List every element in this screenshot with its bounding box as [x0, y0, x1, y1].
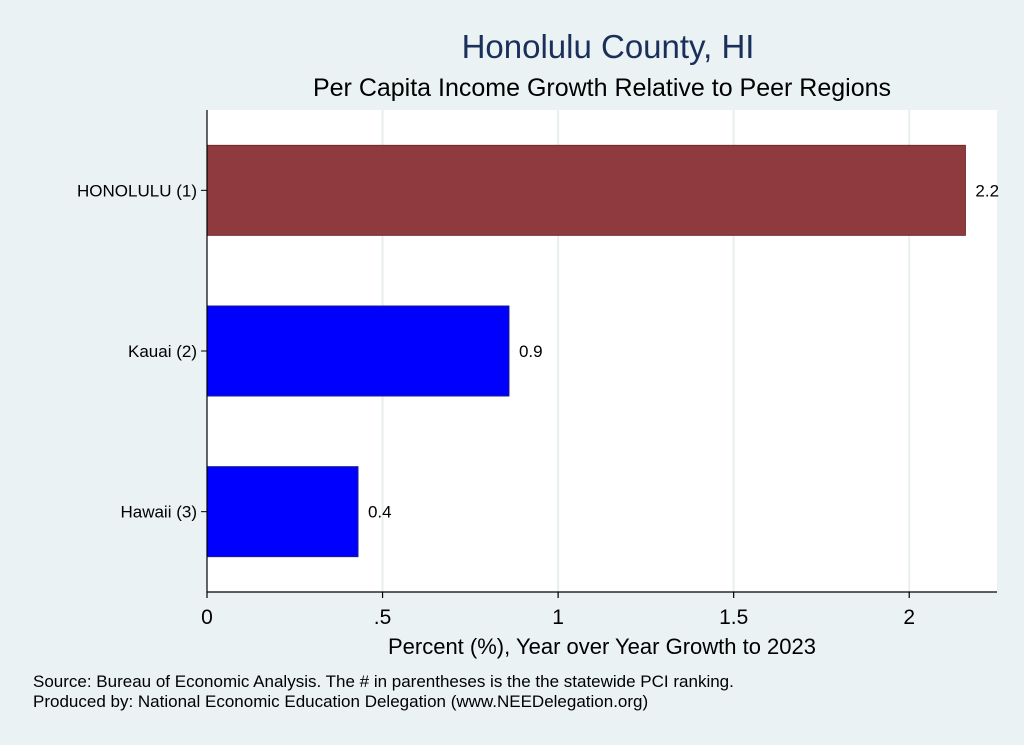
bar-1 [206, 305, 510, 397]
category-label-2: Hawaii (3) [120, 503, 197, 522]
category-label-0: HONOLULU (1) [77, 181, 197, 200]
produced-by-note: Produced by: National Economic Education… [33, 692, 649, 711]
x-axis-label: Percent (%), Year over Year Growth to 20… [387, 634, 817, 659]
bar-0 [206, 144, 966, 236]
category-label-1: Kauai (2) [128, 342, 197, 361]
bar-value-label-0: 2.2 [975, 181, 999, 200]
x-tick-label-3: 1.5 [719, 606, 748, 629]
x-tick-label-0: 0 [201, 606, 213, 629]
source-note: Source: Bureau of Economic Analysis. The… [33, 672, 734, 691]
bar-2 [206, 466, 359, 558]
x-tick-label-4: 2 [903, 606, 915, 629]
x-tick-label-1: .5 [374, 606, 392, 629]
chart-title: Honolulu County, HI [461, 28, 755, 65]
bar-value-label-2: 0.4 [368, 503, 392, 522]
chart-subtitle: Per Capita Income Growth Relative to Pee… [312, 74, 892, 102]
bar-value-label-1: 0.9 [519, 342, 543, 361]
x-tick-label-2: 1 [552, 606, 564, 629]
